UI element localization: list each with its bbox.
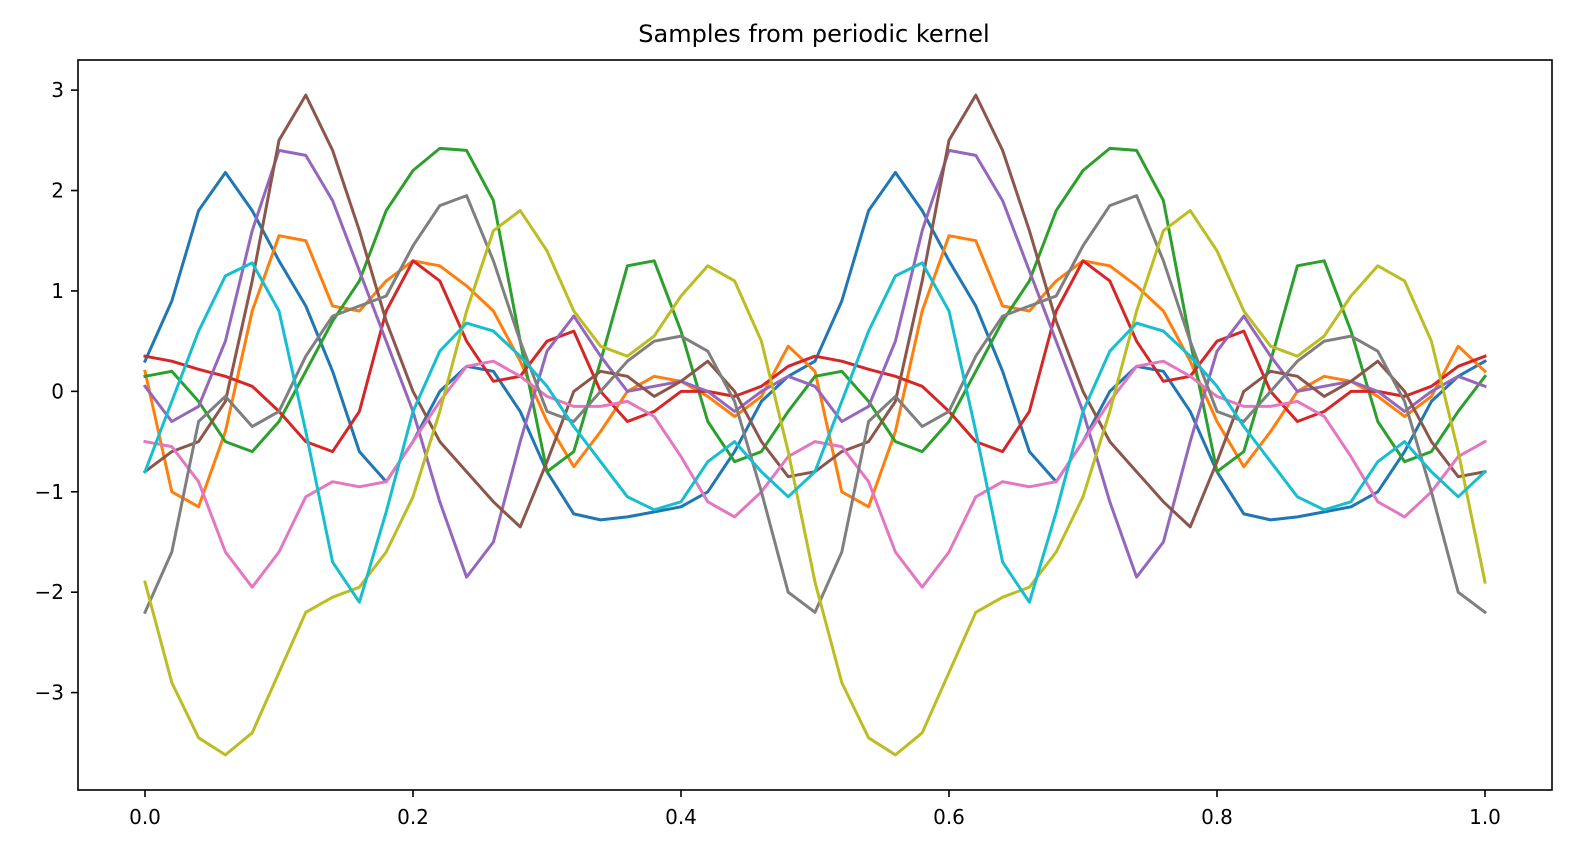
series-line-4	[143, 259, 1487, 454]
plot-area	[142, 93, 1488, 757]
x-tick-label: 0.8	[1201, 805, 1233, 829]
chart-title: Samples from periodic kernel	[638, 20, 989, 48]
series-line-1	[143, 171, 1488, 522]
x-tick-label: 0.2	[397, 805, 429, 829]
y-tick-label: 1	[51, 279, 64, 303]
x-tick-label: 0.6	[933, 805, 965, 829]
y-tick-label: −1	[35, 480, 64, 504]
y-tick-label: 3	[51, 78, 64, 102]
axes-frame	[77, 59, 1553, 791]
series-line-5	[142, 148, 1487, 579]
y-axis: −3 −2 −1 0 1 2 3	[35, 78, 78, 705]
y-tick-label: −2	[35, 580, 64, 604]
y-tick-label: 0	[51, 379, 64, 403]
series-line-8	[143, 194, 1488, 615]
series-line-2	[143, 234, 1488, 509]
y-tick-label: 2	[51, 179, 64, 203]
series-line-10	[143, 261, 1488, 604]
series-line-7	[143, 359, 1488, 589]
y-tick-label: −3	[35, 681, 64, 705]
x-tick-label: 1.0	[1469, 805, 1501, 829]
x-tick-label: 0.0	[129, 805, 161, 829]
x-axis: 0.0 0.2 0.4 0.6 0.8 1.0	[129, 790, 1501, 829]
x-tick-label: 0.4	[665, 805, 697, 829]
